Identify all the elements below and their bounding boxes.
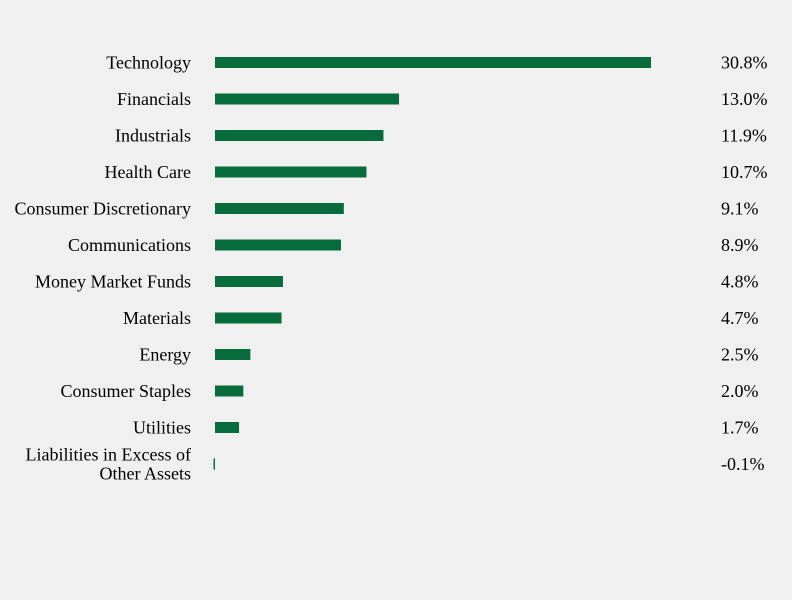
category-label-utilities: Utilities — [133, 418, 191, 438]
value-label-financials: 13.0% — [721, 89, 768, 109]
bar-utilities — [215, 422, 240, 433]
category-label-materials: Materials — [123, 308, 191, 328]
value-label-materials: 4.7% — [721, 308, 759, 328]
bar-financials — [215, 93, 400, 105]
value-label-money-market-funds: 4.8% — [721, 272, 759, 292]
value-label-liabilities-in-excess-of-other-assets: -0.1% — [721, 454, 765, 474]
category-labels-group: Technology Financials Industrials Health Ca… — [15, 53, 191, 484]
category-label-communications: Communications — [68, 235, 191, 255]
bar-communications — [215, 239, 341, 251]
category-label-money-market-funds: Money Market Funds — [35, 272, 191, 292]
bars-group — [213, 57, 651, 470]
category-label-health-care: Health Care — [105, 162, 191, 182]
category-label-technology: Technology — [106, 53, 191, 73]
category-label-industrials: Industrials — [115, 126, 191, 146]
bar-energy — [215, 349, 251, 360]
value-label-consumer-staples: 2.0% — [721, 381, 759, 401]
value-label-consumer-discretionary: 9.1% — [721, 199, 759, 219]
category-label-consumer-discretionary: Consumer Discretionary — [15, 199, 191, 219]
category-label-consumer-staples: Consumer Staples — [61, 381, 192, 401]
value-labels-group: 30.8% 13.0% 11.9% 10.7% 9.1% 8.9% 4.8% 4.7% 2.5%… — [721, 53, 768, 475]
bar-health-care — [215, 166, 367, 178]
bar-liabilities-in-excess-of-other-assets — [213, 458, 215, 470]
value-label-health-care: 10.7% — [721, 162, 768, 182]
category-label-financials: Financials — [117, 89, 191, 109]
category-label-energy: Energy — [139, 345, 191, 365]
bar-consumer-discretionary — [215, 203, 344, 214]
value-label-communications: 8.9% — [721, 235, 759, 255]
category-label-liabilities-in-excess-of-other-assets: Liabilities in Excess of Other Assets — [26, 445, 191, 484]
value-label-industrials: 11.9% — [721, 126, 767, 146]
value-label-energy: 2.5% — [721, 345, 759, 365]
value-label-utilities: 1.7% — [721, 418, 759, 438]
bar-technology — [215, 57, 651, 68]
bar-consumer-staples — [215, 385, 244, 397]
value-label-technology: 30.8% — [721, 53, 768, 73]
bar-industrials — [215, 130, 384, 141]
bar-materials — [215, 312, 282, 324]
bar-money-market-funds — [215, 276, 283, 287]
